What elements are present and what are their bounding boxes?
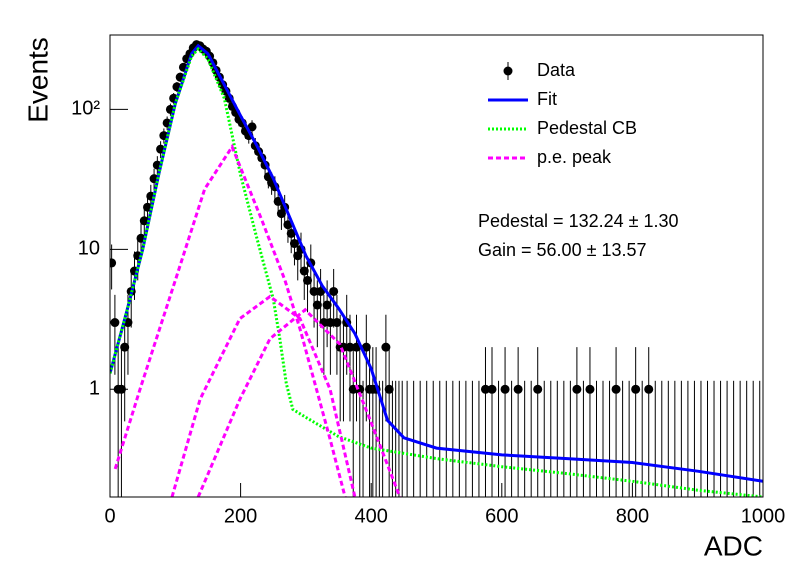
data-point (139, 216, 149, 226)
data-point (322, 300, 332, 310)
fit-curve (110, 43, 763, 483)
data-point (361, 342, 371, 352)
data-point (299, 266, 309, 276)
data-point (289, 239, 299, 249)
legend-label: p.e. peak (537, 147, 612, 167)
data-point (316, 286, 326, 296)
data-point (384, 384, 394, 394)
data-point (309, 286, 319, 296)
x-axis-label: ADC (704, 530, 763, 561)
x-tick-label: 200 (224, 505, 257, 527)
data-point (329, 286, 339, 296)
x-tick-label: 1000 (741, 505, 786, 527)
data-point (312, 300, 322, 310)
data-point (381, 342, 391, 352)
data-point (487, 384, 497, 394)
plot-area (110, 40, 763, 497)
data-point (644, 384, 654, 394)
data-point (345, 342, 355, 352)
y-tick-label: 10 (78, 238, 100, 260)
data-point (480, 384, 490, 394)
data-point (283, 220, 293, 230)
legend-label: Pedestal CB (537, 118, 637, 138)
data-point (611, 384, 621, 394)
annotation: Pedestal = 132.24 ± 1.30 (478, 211, 679, 231)
legend-label: Data (537, 60, 576, 80)
data-point (110, 318, 120, 328)
data-point (500, 384, 510, 394)
x-tick-label: 800 (616, 505, 649, 527)
plot-frame (109, 34, 764, 498)
x-tick-label: 0 (104, 505, 115, 527)
data-point (247, 122, 257, 132)
data-point (585, 384, 595, 394)
data-point (116, 384, 126, 394)
data-point (325, 318, 335, 328)
legend-label: Fit (537, 89, 557, 109)
data-point (303, 275, 313, 285)
data-point (286, 228, 296, 238)
data-point (513, 384, 523, 394)
data-point (572, 384, 582, 394)
data-point (533, 384, 543, 394)
legend-marker (503, 66, 513, 76)
fit-curve (113, 143, 402, 497)
y-axis-label: Events (22, 37, 53, 123)
data-point (120, 342, 130, 352)
data-point (332, 318, 342, 328)
y-tick-label: 1 (89, 378, 100, 400)
annotation: Gain = 56.00 ± 13.57 (478, 240, 647, 260)
data-point (110, 258, 117, 268)
x-tick-label: 600 (485, 505, 518, 527)
fit-curve (110, 46, 763, 497)
data-point (631, 384, 641, 394)
y-tick-label: 10² (71, 98, 100, 120)
x-tick-label: 400 (355, 505, 388, 527)
